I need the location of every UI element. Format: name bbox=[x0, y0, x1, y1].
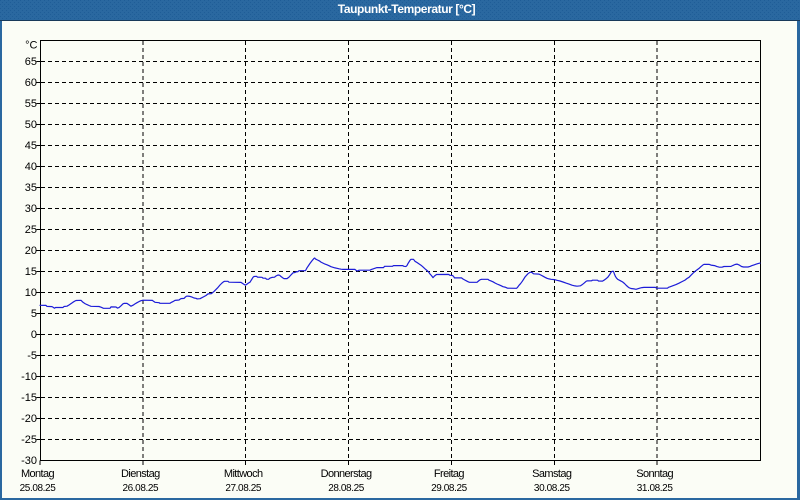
svg-text:-30: -30 bbox=[21, 455, 37, 467]
svg-text:Samstag: Samstag bbox=[532, 468, 572, 480]
svg-text:30: 30 bbox=[25, 203, 37, 215]
svg-text:35: 35 bbox=[25, 182, 37, 194]
svg-text:26.08.25: 26.08.25 bbox=[122, 483, 159, 494]
svg-text:-5: -5 bbox=[27, 350, 37, 362]
svg-text:28.08.25: 28.08.25 bbox=[328, 483, 365, 494]
svg-text:65: 65 bbox=[25, 56, 37, 68]
svg-text:15: 15 bbox=[25, 266, 37, 278]
svg-text:Montag: Montag bbox=[21, 468, 55, 480]
svg-text:Dienstag: Dienstag bbox=[121, 468, 160, 480]
svg-text:29.08.25: 29.08.25 bbox=[431, 483, 468, 494]
svg-text:Sonntag: Sonntag bbox=[636, 468, 673, 480]
svg-text:10: 10 bbox=[25, 287, 37, 299]
svg-text:31.08.25: 31.08.25 bbox=[637, 483, 674, 494]
svg-text:0: 0 bbox=[31, 329, 37, 341]
svg-text:50: 50 bbox=[25, 119, 37, 131]
svg-text:-10: -10 bbox=[21, 371, 37, 383]
svg-text:27.08.25: 27.08.25 bbox=[225, 483, 262, 494]
svg-text:55: 55 bbox=[25, 98, 37, 110]
svg-text:40: 40 bbox=[25, 161, 37, 173]
svg-text:5: 5 bbox=[31, 308, 37, 320]
svg-text:25: 25 bbox=[25, 224, 37, 236]
svg-text:45: 45 bbox=[25, 140, 37, 152]
svg-text:Freitag: Freitag bbox=[434, 468, 465, 480]
svg-text:25.08.25: 25.08.25 bbox=[20, 483, 57, 494]
svg-text:60: 60 bbox=[25, 77, 37, 89]
svg-text:-25: -25 bbox=[21, 434, 37, 446]
svg-text:30.08.25: 30.08.25 bbox=[534, 483, 571, 494]
svg-text:Donnerstag: Donnerstag bbox=[321, 468, 372, 480]
svg-text:-20: -20 bbox=[21, 413, 37, 425]
svg-text:-15: -15 bbox=[21, 392, 37, 404]
svg-text:Mittwoch: Mittwoch bbox=[224, 468, 263, 480]
svg-text:°C: °C bbox=[25, 40, 37, 52]
svg-text:20: 20 bbox=[25, 245, 37, 257]
